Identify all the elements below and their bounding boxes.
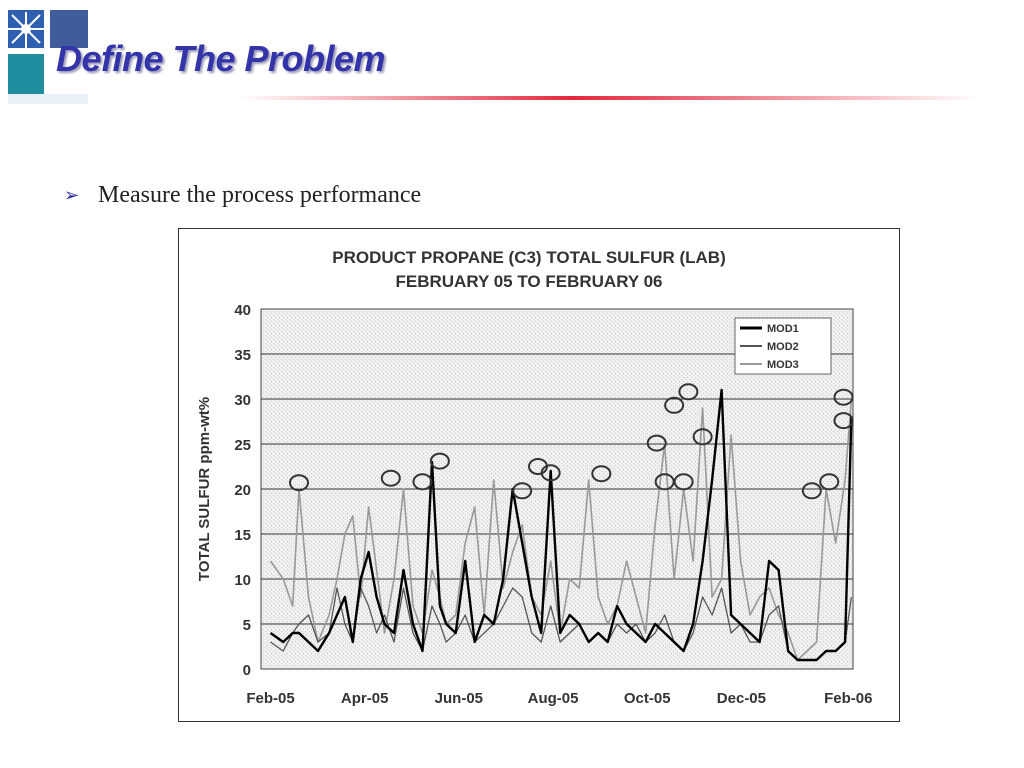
peak-annotations [288,383,854,500]
x-tick-labels: Feb-05 Apr-05 Jun-05 Aug-05 Oct-05 Dec-05 Feb-… [246,690,872,707]
chart-legend: MOD1 MOD2 MOD3 [734,317,832,375]
peak-circle [646,434,667,452]
peak-circle [673,473,694,491]
chart-title: PRODUCT PROPANE (C3) TOTAL SULFUR (LAB) [332,248,726,267]
x-tick-label: Apr-05 [341,690,389,707]
company-logo [8,10,88,104]
peak-circle [380,469,401,487]
x-tick-label: Feb-05 [246,690,294,707]
series-line-mod1 [269,388,853,662]
peak-circle [801,482,822,500]
x-tick-label: Oct-05 [624,690,671,707]
y-axis-label: TOTAL SULFUR ppm-wt% [196,397,213,581]
peak-circle [512,482,533,500]
y-tick-labels: 0 5 10 15 20 25 30 35 40 [234,302,251,679]
chart-subtitle: FEBRUARY 05 TO FEBRUARY 06 [395,272,662,291]
title-divider [240,96,980,100]
y-tick-label: 35 [234,347,251,364]
peak-circle [591,465,612,483]
y-tick-label: 10 [234,572,251,589]
arrow-bullet-icon: ➢ [64,185,80,206]
sulfur-chart: PRODUCT PROPANE (C3) TOTAL SULFUR (LAB) … [196,248,872,707]
peak-circle [540,464,561,482]
bullet-text: Measure the process performance [98,182,422,208]
y-tick-label: 40 [234,302,251,319]
y-tick-label: 15 [234,527,251,544]
peak-circle [429,452,450,470]
chart-frame: PRODUCT PROPANE (C3) TOTAL SULFUR (LAB) … [178,228,900,722]
legend-label: MOD1 [767,323,799,335]
series-lines [269,388,853,662]
grid-lines [261,353,853,625]
y-tick-label: 25 [234,437,251,454]
peak-circle [692,428,713,446]
peak-circle [833,412,854,430]
peak-circle [288,474,309,492]
y-tick-label: 20 [234,482,251,499]
bullet-item: ➢ Measure the process performance [64,182,421,209]
series-line-mod2 [270,587,853,661]
peak-circle [664,396,685,414]
x-tick-label: Feb-06 [824,690,872,707]
peak-circle [819,473,840,491]
legend-label: MOD3 [767,359,799,371]
x-tick-label: Jun-05 [435,690,483,707]
y-tick-label: 0 [243,662,251,679]
series-line-mod3 [269,398,853,661]
y-tick-label: 5 [243,617,251,634]
x-tick-label: Aug-05 [528,690,579,707]
y-tick-label: 30 [234,392,251,409]
peak-circle [833,388,854,406]
peak-circle [678,383,699,401]
page-title: Define The Problem [56,38,386,79]
peak-circle [412,473,433,491]
x-tick-label: Dec-05 [717,690,766,707]
legend-label: MOD2 [767,341,799,353]
